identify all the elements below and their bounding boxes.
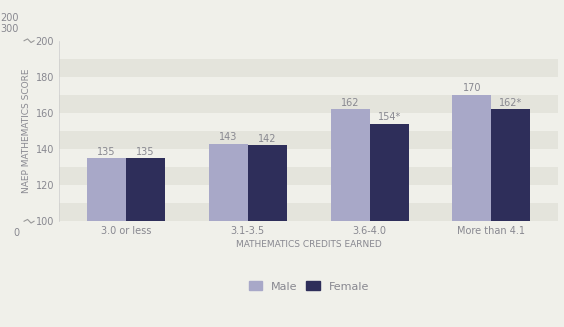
Text: 170: 170 bbox=[462, 83, 481, 94]
Bar bbox=[59, 185, 558, 203]
Bar bbox=[59, 41, 558, 59]
Text: 143: 143 bbox=[219, 132, 237, 142]
Bar bbox=[452, 95, 491, 327]
Bar bbox=[59, 167, 558, 185]
Bar bbox=[59, 77, 558, 95]
Bar bbox=[87, 158, 126, 327]
Text: 154*: 154* bbox=[377, 112, 401, 122]
Bar bbox=[59, 149, 558, 167]
Legend: Male, Female: Male, Female bbox=[249, 282, 369, 291]
Y-axis label: NAEP MATHEMATICS SCORE: NAEP MATHEMATICS SCORE bbox=[23, 69, 32, 193]
Bar bbox=[126, 158, 165, 327]
Bar bbox=[331, 109, 369, 327]
Bar bbox=[248, 146, 287, 327]
Text: 135: 135 bbox=[97, 146, 116, 157]
Text: 300: 300 bbox=[1, 24, 19, 33]
Bar bbox=[59, 59, 558, 77]
Bar bbox=[59, 113, 558, 131]
Bar bbox=[209, 144, 248, 327]
X-axis label: MATHEMATICS CREDITS EARNED: MATHEMATICS CREDITS EARNED bbox=[236, 240, 382, 249]
Text: 162: 162 bbox=[341, 98, 359, 108]
Text: 200: 200 bbox=[1, 13, 19, 23]
Bar bbox=[59, 95, 558, 113]
Text: 0: 0 bbox=[13, 229, 19, 238]
Bar bbox=[369, 124, 409, 327]
Text: 142: 142 bbox=[258, 134, 276, 144]
Text: 162*: 162* bbox=[499, 98, 523, 108]
Bar bbox=[59, 131, 558, 149]
Bar bbox=[491, 109, 530, 327]
Text: 135: 135 bbox=[136, 146, 155, 157]
Bar bbox=[59, 203, 558, 221]
